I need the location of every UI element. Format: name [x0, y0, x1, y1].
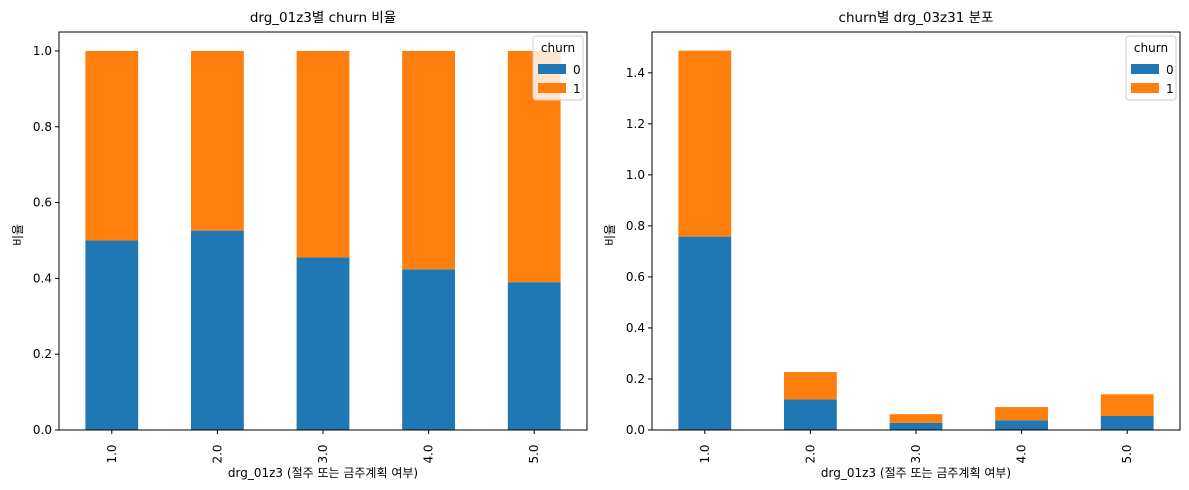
x-tick-label: 1.0	[698, 444, 712, 463]
bar-2.0-churn-0	[191, 230, 244, 430]
y-tick-label: 0.0	[33, 423, 52, 437]
y-tick-label: 1.4	[626, 66, 645, 80]
bar-3.0-churn-1	[889, 414, 943, 423]
legend-label-churn-1: 1	[1166, 82, 1174, 96]
bar-2.0-churn-1	[784, 372, 837, 400]
legend-title: churn	[1134, 41, 1168, 55]
y-tick-label: 1.0	[33, 44, 52, 58]
y-tick-label: 0.6	[33, 196, 52, 210]
bar-2.0-churn-1	[191, 50, 244, 231]
legend-title: churn	[541, 41, 575, 55]
legend: churn 0 1	[1125, 35, 1177, 101]
x-tick-label: 5.0	[1120, 444, 1134, 463]
bar-1.0-churn-1	[85, 50, 139, 241]
legend-swatch-churn-1	[1131, 83, 1159, 93]
plot-area: 1.0 2.0 3.0 4.0 5.0 0.0 0.2 0.4 0.6 0.8 1.0 1.2 1.4 c…	[626, 31, 1181, 464]
x-tick-label: 4.0	[1015, 444, 1029, 463]
legend-label-churn-0: 0	[1166, 63, 1174, 77]
bar-1.0-churn-0	[678, 236, 732, 430]
y-tick-label: 0.2	[626, 372, 645, 386]
chart-left: drg_01z3별 churn 비율 비율 drg_01z3 (절주 또는 금주…	[11, 10, 588, 480]
y-tick-label: 0.0	[626, 423, 645, 437]
x-tick-label: 2.0	[803, 444, 817, 463]
chart-title: drg_01z3별 churn 비율	[250, 10, 396, 26]
y-tick-label: 1.0	[626, 168, 645, 182]
bar-5.0-churn-1	[1100, 394, 1154, 416]
y-tick-label: 0.8	[33, 120, 52, 134]
x-axis-label: drg_01z3 (절주 또는 금주계획 여부)	[821, 466, 1011, 480]
plot-area: 1.0 2.0 3.0 4.0 5.0 0.0 0.2 0.4 0.6 0.8 1.0 churn 0 1	[33, 31, 588, 464]
x-tick-label: 4.0	[422, 444, 436, 463]
legend: churn 0 1	[532, 35, 584, 101]
bar-3.0-churn-0	[296, 257, 350, 430]
plot-frame	[58, 31, 588, 431]
x-tick-label: 2.0	[210, 444, 224, 463]
x-axis-label: drg_01z3 (절주 또는 금주계획 여부)	[228, 466, 418, 480]
y-tick-label: 0.2	[33, 347, 52, 361]
x-tick-label: 5.0	[527, 444, 541, 463]
y-tick-label: 1.2	[626, 117, 645, 131]
chart-right: churn별 drg_03z31 분포 비율 drg_01z3 (절주 또는 금…	[603, 10, 1181, 480]
bar-5.0-churn-0	[507, 282, 561, 430]
legend-swatch-churn-0	[1131, 64, 1159, 74]
legend-swatch-churn-1	[538, 83, 566, 93]
bar-3.0-churn-0	[889, 422, 943, 430]
y-tick-label: 0.4	[33, 271, 52, 285]
legend-swatch-churn-0	[538, 64, 566, 74]
bar-1.0-churn-1	[678, 50, 732, 237]
bar-4.0-churn-1	[995, 407, 1048, 421]
y-axis-label: 비율	[11, 224, 25, 246]
bar-1.0-churn-0	[85, 240, 139, 430]
legend-label-churn-0: 0	[573, 63, 581, 77]
plot-frame	[651, 31, 1181, 431]
bar-4.0-churn-1	[402, 50, 455, 270]
y-axis-label: 비율	[603, 224, 617, 246]
bar-5.0-churn-0	[1100, 415, 1154, 430]
bar-4.0-churn-0	[995, 420, 1048, 430]
bar-3.0-churn-1	[296, 50, 350, 258]
y-tick-label: 0.8	[626, 219, 645, 233]
y-tick-label: 0.6	[626, 270, 645, 284]
chart-title: churn별 drg_03z31 분포	[839, 10, 994, 26]
y-tick-label: 0.4	[626, 321, 645, 335]
x-tick-label: 3.0	[909, 444, 923, 463]
x-tick-label: 1.0	[105, 444, 119, 463]
bar-4.0-churn-0	[402, 269, 455, 430]
x-tick-label: 3.0	[316, 444, 330, 463]
bar-2.0-churn-0	[784, 399, 837, 430]
legend-label-churn-1: 1	[573, 82, 581, 96]
